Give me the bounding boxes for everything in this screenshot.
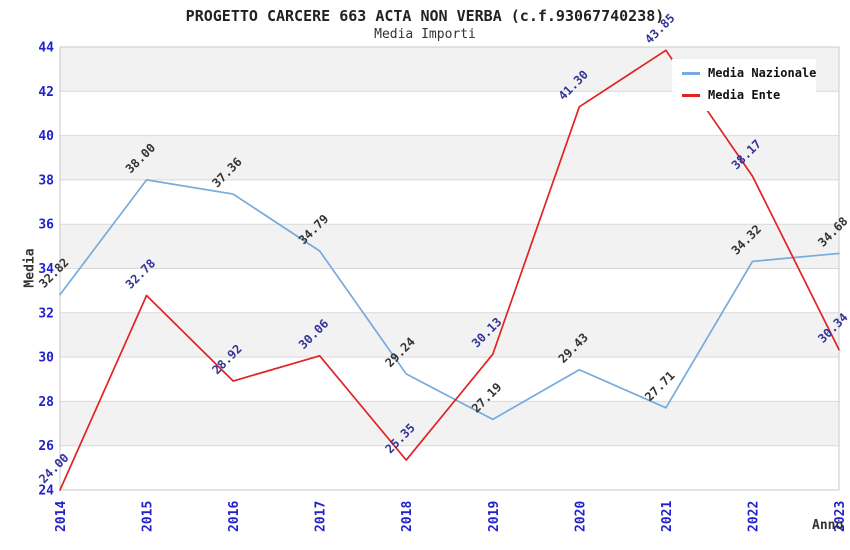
svg-text:24: 24 [38, 484, 54, 499]
svg-text:26: 26 [38, 439, 54, 454]
svg-text:28: 28 [38, 395, 54, 410]
y-axis-label: Media [22, 248, 38, 288]
svg-text:2022: 2022 [746, 501, 761, 532]
media-nazionale-line-swatch [682, 72, 700, 75]
chart-subtitle: Media Importi [374, 27, 476, 42]
svg-text:2018: 2018 [400, 501, 415, 532]
x-axis-label: Anno [812, 518, 844, 533]
svg-text:32: 32 [38, 306, 54, 321]
svg-text:36: 36 [38, 218, 54, 233]
legend: Media Nazionale Media Ente [672, 59, 816, 111]
svg-text:44: 44 [38, 41, 54, 56]
legend-label-media-ente: Media Ente [708, 88, 781, 102]
svg-text:2015: 2015 [141, 501, 156, 532]
svg-text:30: 30 [38, 351, 54, 366]
svg-text:24.00: 24.00 [36, 451, 71, 486]
chart-title: PROGETTO CARCERE 663 ACTA NON VERBA (c.f… [185, 7, 665, 25]
svg-text:34: 34 [38, 262, 54, 277]
media-ente-line-swatch [682, 94, 700, 97]
legend-label-media-nazionale: Media Nazionale [708, 66, 817, 80]
svg-text:2019: 2019 [487, 501, 502, 532]
svg-text:40: 40 [38, 129, 54, 144]
svg-text:2023: 2023 [833, 501, 848, 532]
svg-text:38: 38 [38, 173, 54, 188]
svg-text:2017: 2017 [314, 501, 329, 532]
svg-text:2016: 2016 [227, 501, 242, 532]
legend-item-media-nazionale: Media Nazionale [682, 66, 816, 81]
svg-text:2014: 2014 [54, 501, 69, 532]
svg-text:2020: 2020 [573, 501, 588, 532]
svg-text:2021: 2021 [660, 501, 675, 532]
legend-item-media-ente: Media Ente [682, 88, 816, 103]
svg-text:42: 42 [38, 85, 54, 100]
